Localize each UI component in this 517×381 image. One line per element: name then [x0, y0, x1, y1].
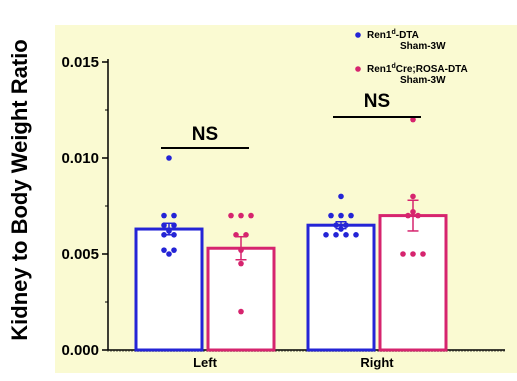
data-points — [161, 116, 426, 315]
legend-marker — [355, 32, 361, 38]
data-point — [171, 212, 177, 219]
data-point — [410, 208, 416, 215]
data-point — [338, 226, 344, 232]
data-point — [238, 212, 244, 219]
data-point — [161, 247, 167, 253]
data-point — [238, 260, 244, 267]
data-point — [353, 232, 359, 238]
legend-label-main: Ren1 — [367, 30, 392, 41]
data-point — [420, 251, 426, 257]
data-point — [166, 251, 172, 257]
legend-label-line2: Sham-3W — [400, 75, 446, 86]
legend-label-rest: Cre;ROSA-DTA — [396, 64, 468, 75]
data-point — [166, 228, 172, 234]
data-point — [343, 232, 349, 238]
data-point — [166, 155, 172, 161]
data-point — [338, 193, 344, 200]
data-point — [328, 212, 334, 219]
data-point — [348, 212, 354, 219]
y-axis-label: Kidney to Body Weight Ratio — [7, 39, 32, 340]
data-point — [228, 212, 234, 219]
plot-background — [55, 25, 517, 373]
data-point — [410, 116, 416, 123]
legend-label-sup: d — [391, 63, 395, 70]
data-point — [343, 222, 349, 228]
y-tick-label: 0.015 — [61, 54, 99, 71]
legend-label-main: Ren1 — [367, 64, 392, 75]
data-point — [233, 232, 239, 238]
legend-marker — [355, 66, 361, 72]
legend-label: Ren1d-DTA — [367, 29, 419, 41]
data-point — [171, 247, 177, 253]
y-tick-label: 0.010 — [61, 150, 99, 167]
legend-label: Ren1dCre;ROSA-DTA — [367, 63, 468, 75]
y-tick-label: 0.005 — [61, 246, 99, 263]
x-tick-label: Left — [193, 355, 218, 370]
bar — [134, 227, 204, 352]
data-point — [323, 232, 329, 238]
data-point — [333, 222, 339, 228]
data-point — [415, 212, 421, 219]
data-point — [410, 193, 416, 200]
data-point — [161, 222, 167, 228]
legend-label-sup: d — [391, 29, 395, 36]
ns-label: NS — [192, 124, 218, 145]
data-point — [248, 212, 254, 219]
bars — [134, 199, 448, 352]
legend-label-line2: Sham-3W — [400, 41, 446, 52]
data-point — [171, 222, 177, 228]
ns-label: NS — [364, 91, 390, 112]
data-point — [238, 308, 244, 315]
data-point — [400, 251, 406, 257]
data-point — [338, 212, 344, 219]
data-point — [243, 232, 249, 238]
bar — [378, 214, 448, 352]
data-point — [410, 251, 416, 257]
annotations: NS NS — [161, 91, 421, 149]
data-point — [333, 232, 339, 238]
data-point — [405, 212, 411, 219]
x-tick-label: Right — [360, 355, 394, 370]
bar — [306, 223, 376, 352]
y-tick-label: 0.000 — [61, 342, 99, 359]
data-point — [161, 232, 167, 238]
data-point — [171, 232, 177, 238]
legend-label-rest: -DTA — [396, 30, 419, 41]
data-point — [238, 247, 244, 253]
data-point — [161, 212, 167, 219]
